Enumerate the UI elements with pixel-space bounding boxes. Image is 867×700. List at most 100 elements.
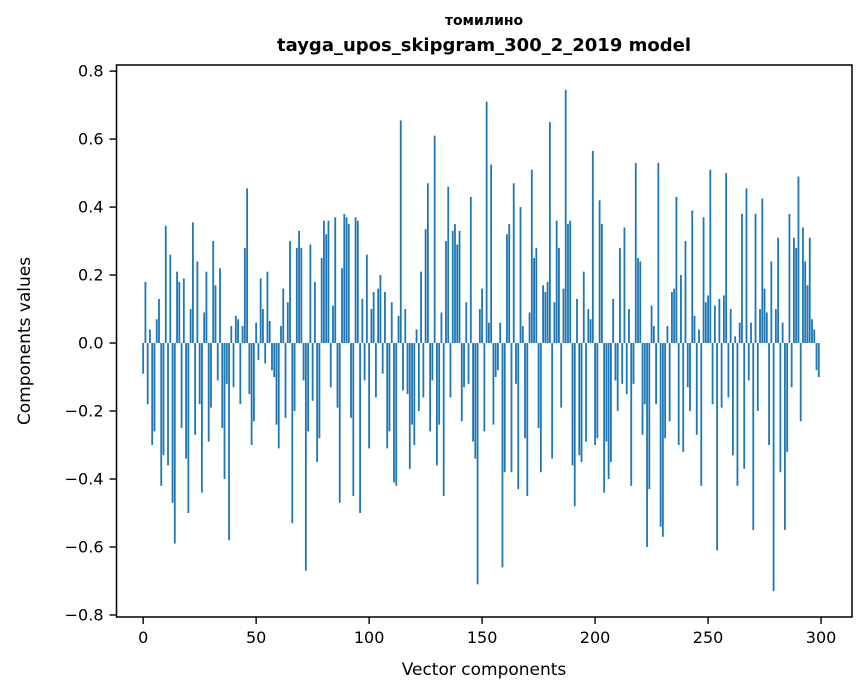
bar [433,135,436,344]
bar [487,322,490,344]
bar [589,319,592,344]
bar [567,224,569,344]
bar [576,298,578,344]
bar [255,322,258,344]
bar [718,298,721,344]
bar [596,343,599,439]
bar [759,309,761,344]
bar [614,343,617,381]
bar [815,343,818,371]
bar [397,315,400,344]
bar [402,343,404,391]
x-axis-label: Vector components [402,660,567,680]
bar [512,183,515,344]
bar [625,343,628,395]
bar [458,230,461,344]
bar [350,343,352,418]
bar [707,295,709,344]
bar [194,343,197,435]
bar [472,343,474,442]
bar [180,343,183,429]
bar [390,302,393,344]
x-tick-label: 150 [467,628,498,647]
bar [395,343,398,486]
bar [216,343,219,381]
y-tick-label: 0.6 [78,130,103,149]
bar [280,326,282,344]
bar [571,343,574,466]
bar [553,302,556,344]
bar [467,343,470,384]
bar [338,343,341,503]
bar [230,326,233,344]
bar [555,220,558,344]
bar [585,343,587,442]
bar [248,343,251,395]
plot-frame [115,64,853,618]
bar [415,329,418,344]
bar [551,343,554,459]
bar [591,151,594,344]
bar [630,343,633,486]
bar [587,309,590,344]
bar [476,343,479,585]
bar [704,302,707,344]
bar [368,343,371,449]
bar [524,343,526,439]
bar [668,343,671,422]
bar [607,343,610,479]
bar [325,234,328,344]
bar [637,258,639,344]
x-tick-label: 250 [693,628,724,647]
bar [795,247,798,344]
bar [544,292,547,344]
bar [492,343,495,425]
bar [689,343,691,412]
bar [521,326,524,344]
bar [225,343,228,384]
bar [811,319,813,344]
bar [422,343,425,398]
bar [196,261,199,344]
bar [474,343,477,459]
bar [411,343,413,425]
bar [680,275,682,344]
bar [153,343,156,432]
bar [808,237,811,344]
bar [336,343,339,408]
bar [252,343,255,422]
bar [424,229,427,344]
bar [214,285,217,344]
bar [406,343,409,395]
bar [802,227,804,344]
chart-subtitle: tayga_upos_skipgram_300_2_2019 model [277,35,691,56]
bar [275,343,278,425]
y-tick-label: 0.2 [78,266,103,285]
bar [517,343,520,490]
bar [510,343,513,473]
bar [648,343,651,490]
x-tick-label: 100 [354,628,385,647]
bar [573,343,576,507]
bars-group [142,89,820,592]
bar [171,343,174,503]
bar [257,343,260,361]
bar [420,271,422,344]
bar [334,217,337,344]
bar [158,298,160,344]
bar [501,343,504,568]
bar [603,343,606,493]
x-tick-label: 50 [246,628,266,647]
bar [250,343,253,446]
bar [189,309,192,344]
bar [727,343,730,398]
bar [736,343,739,486]
bar [155,319,158,344]
bar [228,343,230,541]
bar [673,288,676,344]
bar [790,343,793,388]
bar [219,268,221,344]
bar [772,343,775,592]
y-tick-label: 0.4 [78,198,103,217]
